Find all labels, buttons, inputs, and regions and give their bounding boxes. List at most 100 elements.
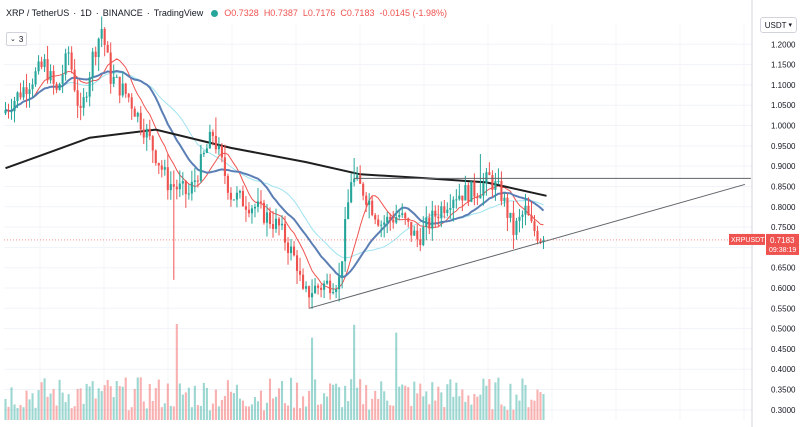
volume-bar: [341, 407, 344, 420]
volume-bar: [473, 393, 476, 420]
candle: [175, 179, 178, 200]
candle: [437, 205, 440, 227]
candle: [160, 160, 163, 178]
symbol-name[interactable]: XRP / TetherUS: [6, 8, 70, 18]
volume-bar: [344, 385, 347, 420]
candle-body: [133, 108, 136, 117]
candle-body: [461, 195, 464, 201]
candle-body: [431, 210, 434, 229]
volume-bar: [461, 389, 464, 420]
volume-bar: [449, 379, 452, 420]
candle: [253, 203, 257, 218]
price-tick-label: 0.9500: [771, 142, 796, 151]
candle: [524, 193, 527, 226]
candle: [28, 82, 31, 108]
volume-bar: [244, 406, 247, 420]
volume-bar: [55, 405, 58, 420]
candle: [241, 185, 244, 207]
candle: [398, 209, 401, 221]
candle-body: [139, 112, 142, 130]
candle-body: [223, 157, 226, 176]
candle: [497, 168, 500, 185]
volume-bar: [112, 397, 115, 420]
volume-bar: [61, 392, 64, 420]
volume-bar: [365, 385, 368, 420]
candle-body: [253, 206, 257, 209]
candles: [4, 16, 545, 309]
candle-body: [317, 285, 320, 288]
volume-bar: [308, 390, 311, 420]
candle-body: [344, 219, 347, 262]
candle: [455, 189, 458, 209]
candle: [362, 182, 365, 201]
candle: [380, 220, 383, 238]
candle-body: [380, 224, 383, 226]
indicator-toggle[interactable]: ⌄ 3: [6, 32, 28, 46]
candle: [22, 80, 25, 100]
candle-body: [100, 28, 103, 39]
candle-body: [10, 111, 13, 113]
candle-body: [7, 109, 10, 112]
candle-body: [175, 186, 178, 190]
currency-dropdown[interactable]: USDT ▾: [759, 17, 797, 33]
candle-body: [530, 215, 533, 222]
volume-bar: [145, 408, 148, 420]
countdown-text: 09:38:19: [769, 247, 796, 254]
volume-bar: [64, 402, 67, 420]
volume-bar: [467, 395, 470, 420]
candle: [305, 281, 308, 293]
candle-body: [338, 276, 341, 290]
candle: [314, 277, 317, 294]
volume-bar: [274, 396, 278, 420]
price-tick-label: 0.9000: [771, 162, 796, 171]
interval-label[interactable]: 1D: [80, 8, 92, 18]
candle-body: [40, 61, 43, 68]
volume-bar: [362, 404, 365, 420]
candle: [485, 167, 488, 196]
candle-body: [377, 219, 380, 226]
candle-body: [109, 52, 112, 84]
volume-bar: [88, 386, 91, 420]
candle: [506, 193, 509, 232]
candle: [166, 154, 169, 200]
candle: [139, 106, 142, 136]
candle-body: [503, 197, 506, 202]
volume-bar: [332, 384, 335, 420]
candle: [193, 167, 196, 193]
candle: [271, 210, 275, 238]
candle-body: [428, 217, 431, 229]
volume-bar: [37, 390, 40, 420]
candle: [383, 215, 386, 238]
candle: [368, 193, 371, 219]
candle: [64, 48, 67, 81]
candle: [7, 103, 10, 119]
candle: [91, 47, 94, 92]
close-value: C0.7183: [340, 8, 375, 18]
volume-bar: [82, 403, 85, 420]
candle-body: [217, 145, 220, 150]
candle-body: [302, 274, 305, 289]
candle: [121, 71, 124, 98]
candle: [94, 46, 97, 66]
candle-body: [262, 202, 266, 223]
candle: [223, 144, 226, 185]
trend-drawings: [308, 177, 751, 309]
volume-bar: [280, 381, 284, 420]
volume-bars: [4, 324, 545, 420]
volume-bar: [314, 379, 317, 420]
candle: [211, 129, 214, 146]
candle: [154, 149, 157, 166]
candle: [289, 239, 293, 261]
candle-body: [28, 89, 31, 95]
candle: [512, 201, 515, 249]
volume-bar: [398, 386, 401, 420]
candle: [106, 41, 109, 53]
candle: [308, 285, 311, 309]
volume-bar: [232, 393, 235, 420]
price-tick-label: 1.0500: [771, 101, 796, 110]
candle: [515, 217, 518, 240]
candle-body: [160, 165, 163, 170]
candle-body: [500, 181, 503, 202]
candle-body: [265, 212, 269, 223]
